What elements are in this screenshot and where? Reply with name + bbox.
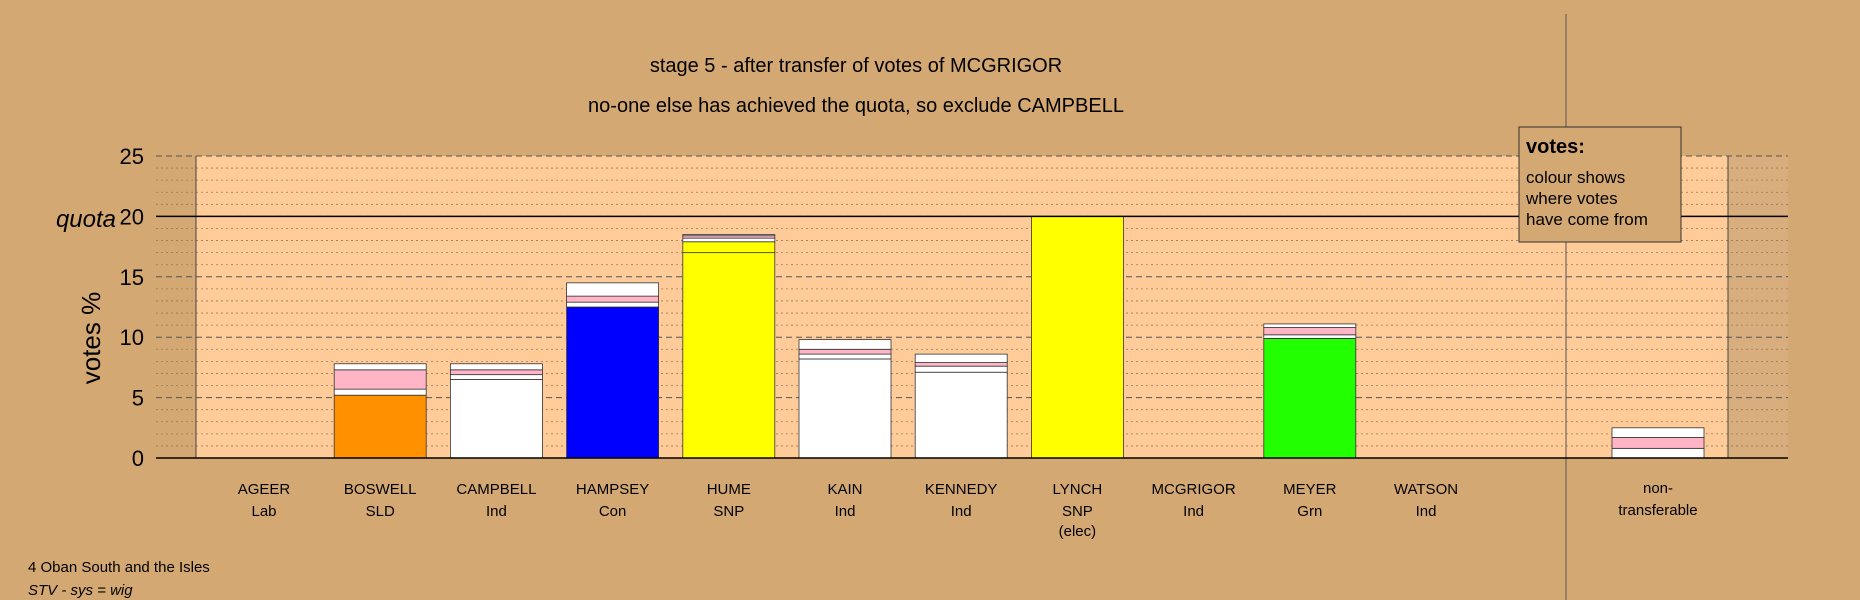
legend-line-2: where votes bbox=[1525, 189, 1618, 208]
plot-right-shade bbox=[1728, 156, 1788, 458]
candidate-name-hampsey: HAMPSEY bbox=[576, 481, 649, 498]
candidate-name-kennedy: KENNEDY bbox=[925, 481, 998, 498]
bar-segment-hume bbox=[682, 237, 776, 243]
legend-line-1: colour shows bbox=[1526, 168, 1625, 187]
bar-segment-meyer bbox=[1263, 323, 1357, 328]
bar-segment-hume bbox=[682, 241, 776, 254]
bar-segment-non-transferable bbox=[1611, 437, 1705, 449]
legend-title: votes: bbox=[1526, 136, 1585, 158]
bars bbox=[333, 215, 1705, 459]
y-tick-label: 5 bbox=[132, 386, 144, 411]
candidate-party-mcgrigor: Ind bbox=[1183, 503, 1204, 520]
candidate-name-meyer: MEYER bbox=[1283, 481, 1337, 498]
candidate-name-ageer: AGEER bbox=[238, 481, 291, 498]
bar-segment-hampsey bbox=[566, 301, 659, 308]
bar-segment-kennedy bbox=[914, 353, 1008, 363]
bar-segment-boswell bbox=[333, 369, 427, 390]
bar-segment-hampsey bbox=[566, 282, 659, 297]
bar-segment-lynch bbox=[1031, 215, 1124, 459]
y-tick-label: 10 bbox=[120, 325, 144, 350]
chart-subtitle: no-one else has achieved the quota, so e… bbox=[588, 95, 1124, 117]
bar-segment-meyer bbox=[1263, 327, 1357, 336]
bar-segment-boswell bbox=[333, 394, 427, 459]
bar-segment-boswell bbox=[333, 363, 427, 371]
bar-segment-kennedy bbox=[914, 365, 1008, 373]
candidate-name-kain: KAIN bbox=[827, 481, 862, 498]
bar-segment-hampsey bbox=[566, 306, 659, 459]
non-transferable-label-1: non- bbox=[1643, 480, 1673, 497]
bar-segment-campbell bbox=[449, 374, 543, 380]
candidate-party-boswell: SLD bbox=[366, 503, 395, 520]
candidate-party-hume: SNP bbox=[713, 503, 744, 520]
candidate-name-watson: WATSON bbox=[1394, 481, 1458, 498]
quota-label: quota bbox=[56, 206, 116, 233]
legend-line-3: have come from bbox=[1526, 210, 1648, 229]
candidate-party-kain: Ind bbox=[835, 503, 856, 520]
y-tick-label: 0 bbox=[132, 446, 144, 471]
y-tick-label: 25 bbox=[120, 144, 144, 169]
bar-segment-hume bbox=[682, 252, 776, 459]
candidate-party-lynch: SNP bbox=[1062, 503, 1093, 520]
y-tick-label: 20 bbox=[120, 204, 144, 229]
footer-constituency: 4 Oban South and the Isles bbox=[28, 559, 210, 576]
bar-segment-kain bbox=[798, 339, 892, 350]
candidate-party-ageer: Lab bbox=[251, 503, 276, 520]
legend-box bbox=[1518, 126, 1682, 243]
non-transferable-label-2: transferable bbox=[1618, 502, 1697, 519]
bar-segment-campbell bbox=[449, 369, 543, 376]
bar-segment-boswell bbox=[333, 388, 427, 396]
bar-segment-meyer bbox=[1263, 338, 1357, 459]
bar-segment-hampsey bbox=[566, 295, 659, 303]
bar-segment-campbell bbox=[449, 379, 543, 459]
bar-segment-kain bbox=[798, 348, 892, 355]
bar-segment-kain bbox=[798, 353, 892, 360]
y-tick-labels: 0 5 10 15 20 25 bbox=[120, 144, 144, 471]
candidate-name-lynch: LYNCH bbox=[1053, 481, 1103, 498]
y-tick-label: 15 bbox=[120, 265, 144, 290]
bar-segment-non-transferable bbox=[1611, 447, 1705, 459]
bar-segment-kain bbox=[798, 358, 892, 459]
bar-segment-kennedy bbox=[914, 362, 1008, 367]
y-axis-label: votes % bbox=[76, 292, 106, 385]
candidate-name-campbell: CAMPBELL bbox=[456, 481, 536, 498]
candidate-name-mcgrigor: MCGRIGOR bbox=[1152, 481, 1236, 498]
candidate-party-hampsey: Con bbox=[599, 503, 627, 520]
candidate-party-campbell: Ind bbox=[486, 503, 507, 520]
bar-segment-kennedy bbox=[914, 371, 1008, 459]
bar-segment-hume bbox=[682, 234, 776, 237]
candidate-status-lynch: (elec) bbox=[1059, 523, 1097, 540]
bar-segment-meyer bbox=[1263, 334, 1357, 339]
candidate-name-boswell: BOSWELL bbox=[344, 481, 417, 498]
candidate-name-hume: HUME bbox=[707, 481, 751, 498]
x-tick-labels: AGEER Lab BOSWELL SLD CAMPBELL Ind HAMPSEY Con H… bbox=[238, 481, 1458, 540]
candidate-party-watson: Ind bbox=[1416, 503, 1437, 520]
candidate-party-kennedy: Ind bbox=[951, 503, 972, 520]
chart-title: stage 5 - after transfer of votes of MCG… bbox=[650, 55, 1062, 77]
bar-segment-non-transferable bbox=[1611, 427, 1705, 438]
bar-segment-campbell bbox=[449, 363, 543, 371]
footer-system: STV - sys = wig bbox=[28, 582, 133, 599]
legend: votes: colour shows where votes have com… bbox=[1518, 126, 1682, 243]
candidate-party-meyer: Grn bbox=[1297, 503, 1322, 520]
